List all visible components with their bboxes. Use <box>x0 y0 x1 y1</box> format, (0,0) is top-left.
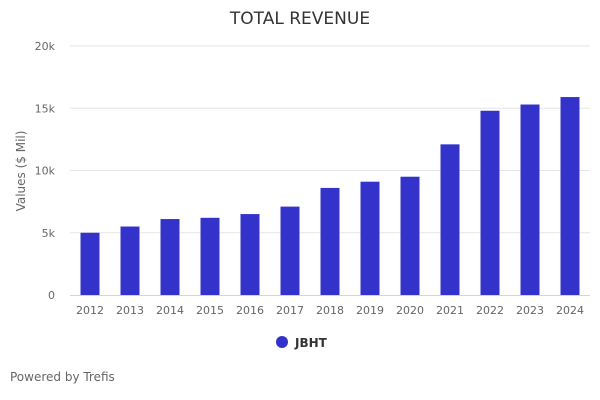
bar-2024[interactable] <box>560 97 580 295</box>
bar-2012[interactable] <box>80 232 100 295</box>
x-tick-label: 2019 <box>356 304 384 317</box>
bar-2013[interactable] <box>120 226 140 295</box>
x-tick-label: 2020 <box>396 304 424 317</box>
bar-2020[interactable] <box>400 176 420 295</box>
bar-2014[interactable] <box>160 219 180 295</box>
y-axis-label: Values ($ Mil) <box>14 131 28 212</box>
x-tick-label: 2024 <box>556 304 584 317</box>
x-tick-label: 2017 <box>276 304 304 317</box>
bar-2023[interactable] <box>520 104 540 295</box>
powered-by-credit[interactable]: Powered by Trefis <box>10 370 115 384</box>
bar-2022[interactable] <box>480 110 500 296</box>
bar-2015[interactable] <box>200 217 220 295</box>
y-tick-label: 15k <box>35 102 56 115</box>
bar-2021[interactable] <box>440 144 460 295</box>
x-tick-label: 2012 <box>76 304 104 317</box>
bar-2016[interactable] <box>240 214 260 295</box>
legend-item-jbht[interactable]: JBHT <box>276 336 328 350</box>
x-tick-label: 2021 <box>436 304 464 317</box>
chart-title: TOTAL REVENUE <box>229 9 370 29</box>
x-tick-label: 2016 <box>236 304 264 317</box>
bar-2017[interactable] <box>280 206 300 295</box>
x-tick-label: 2014 <box>156 304 184 317</box>
x-tick-label: 2023 <box>516 304 544 317</box>
legend-marker-icon <box>276 336 288 348</box>
y-tick-label: 20k <box>35 40 56 53</box>
bar-2018[interactable] <box>320 187 340 295</box>
y-tick-label: 0 <box>48 289 55 302</box>
x-tick-label: 2018 <box>316 304 344 317</box>
bars <box>80 97 580 296</box>
x-tick-label: 2022 <box>476 304 504 317</box>
x-tick-labels: 2012 2013 2014 2015 2016 2017 2018 2019 2020 2021… <box>76 304 584 317</box>
legend-label: JBHT <box>294 336 328 350</box>
x-tick-label: 2013 <box>116 304 144 317</box>
y-tick-label: 10k <box>35 165 56 178</box>
bar-2019[interactable] <box>360 181 380 295</box>
x-tick-label: 2015 <box>196 304 224 317</box>
y-tick-label: 5k <box>42 227 56 240</box>
y-tick-labels: 0 5k 10k 15k 20k <box>35 40 56 302</box>
